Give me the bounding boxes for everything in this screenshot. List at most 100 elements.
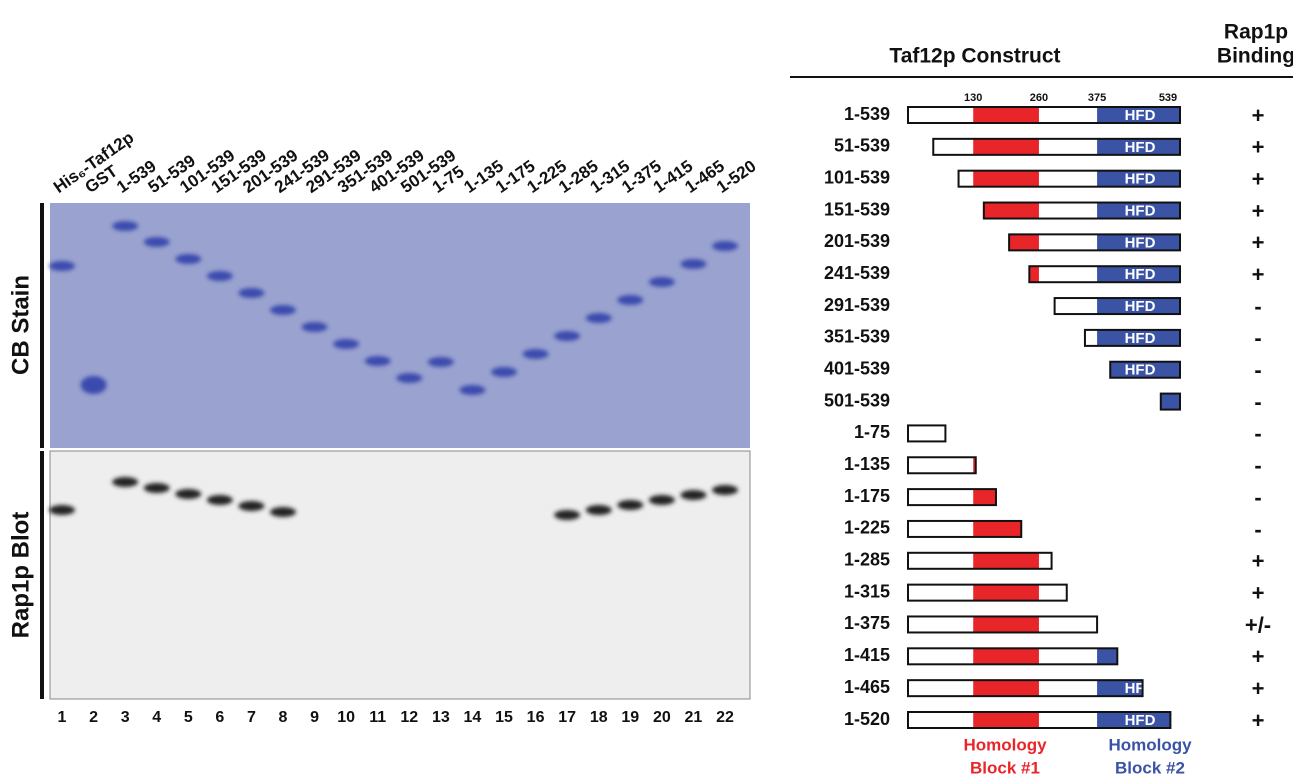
band [301, 322, 328, 332]
construct-label: 1-520 [844, 709, 890, 729]
construct-bar: HFD [983, 202, 1180, 219]
binding: + [1252, 135, 1265, 160]
band [238, 288, 265, 298]
band [648, 277, 675, 287]
scale-tick: 539 [1159, 92, 1177, 104]
lane-number: 12 [400, 709, 418, 726]
domain-label: HFD [1125, 266, 1156, 283]
construct-label: 1-465 [844, 677, 890, 697]
band [238, 501, 265, 511]
binding: - [1254, 294, 1261, 319]
band [712, 485, 738, 495]
construct-bar: HFD [908, 107, 1180, 124]
domain-label: HFD [1125, 712, 1156, 729]
domain [1097, 712, 1171, 728]
binding: - [1254, 358, 1261, 383]
domain [1097, 202, 1180, 219]
binding-header: Binding [1217, 45, 1293, 68]
construct-label: 291-539 [824, 295, 890, 315]
construct-label: 1-315 [844, 581, 890, 601]
binding: - [1254, 453, 1261, 478]
binding: + [1252, 198, 1265, 223]
binding: + [1252, 262, 1265, 287]
construct-label: 401-539 [824, 358, 890, 378]
lane-number: 3 [121, 709, 130, 726]
domain-label: HFD [1125, 330, 1156, 347]
domain-label: HFD [1125, 394, 1156, 411]
band [270, 305, 296, 315]
construct-bar [908, 552, 1052, 569]
construct-label: 201-539 [824, 231, 890, 251]
domain [973, 138, 1039, 155]
band [49, 505, 75, 515]
domain-label: HFD [1125, 107, 1156, 124]
construct-label: 1-75 [854, 422, 890, 442]
construct-label: 51-539 [834, 136, 890, 156]
bar-outline [907, 106, 1181, 124]
lane-number: 1 [58, 709, 67, 726]
lane-number: 2 [89, 709, 98, 726]
domain [1097, 266, 1180, 283]
band [112, 477, 139, 487]
construct-bar [908, 520, 1022, 537]
binding: - [1254, 485, 1261, 510]
domain [1029, 266, 1039, 283]
domain [973, 457, 976, 474]
panel-bar [40, 451, 44, 699]
binding: + [1252, 644, 1265, 669]
construct-bar: HFD [1029, 266, 1180, 283]
domain [973, 170, 1039, 187]
construct-bar [908, 457, 976, 474]
domain [983, 202, 1039, 219]
construct-bar [908, 425, 946, 442]
domain [1110, 361, 1180, 378]
binding: + [1252, 676, 1265, 701]
legend-text: Homology [963, 735, 1047, 754]
lane-number: 9 [310, 709, 319, 726]
construct-label: 1-539 [844, 104, 890, 124]
scale-tick: 375 [1088, 92, 1106, 104]
bar-outline [1109, 360, 1181, 379]
panel-label: Rap1p Blot [7, 512, 34, 639]
bar-outline [907, 424, 947, 443]
domain [1097, 648, 1118, 665]
lane-number: 8 [279, 709, 288, 726]
band [175, 489, 202, 499]
lane-number: 21 [685, 709, 703, 726]
binding: - [1254, 389, 1261, 414]
lane-number: 15 [495, 709, 513, 726]
bar-outline [982, 201, 1181, 220]
legend-text: Block #2 [1115, 758, 1185, 776]
band [396, 373, 423, 383]
band [617, 500, 644, 510]
construct-bar [908, 489, 996, 506]
domain-label: HFD [1125, 171, 1156, 188]
construct-bar: HFD [908, 680, 1143, 697]
bar-body [908, 425, 946, 442]
bar-outline [1008, 233, 1181, 252]
band [554, 331, 581, 341]
bar-outline [957, 169, 1181, 188]
construct-bar [908, 616, 1098, 633]
binding: - [1254, 326, 1261, 351]
legend-text: Homology [1108, 735, 1192, 754]
bar-outline [907, 615, 1099, 634]
domain [1097, 107, 1180, 123]
construct-bar: HFD [908, 712, 1171, 729]
domain [973, 712, 1039, 728]
band [554, 510, 581, 520]
lane-number: 20 [653, 709, 671, 726]
bar-outline [907, 583, 1068, 602]
bar-outline [907, 488, 997, 507]
construct-bar: HFD [958, 170, 1180, 188]
domain [973, 552, 1039, 569]
binding: +/- [1245, 612, 1271, 637]
bar-outline [907, 711, 1172, 729]
band [49, 261, 75, 271]
lane-number: 17 [558, 709, 576, 726]
construct-label: 1-175 [844, 486, 890, 506]
binding: + [1252, 549, 1265, 574]
domain [973, 616, 1039, 633]
